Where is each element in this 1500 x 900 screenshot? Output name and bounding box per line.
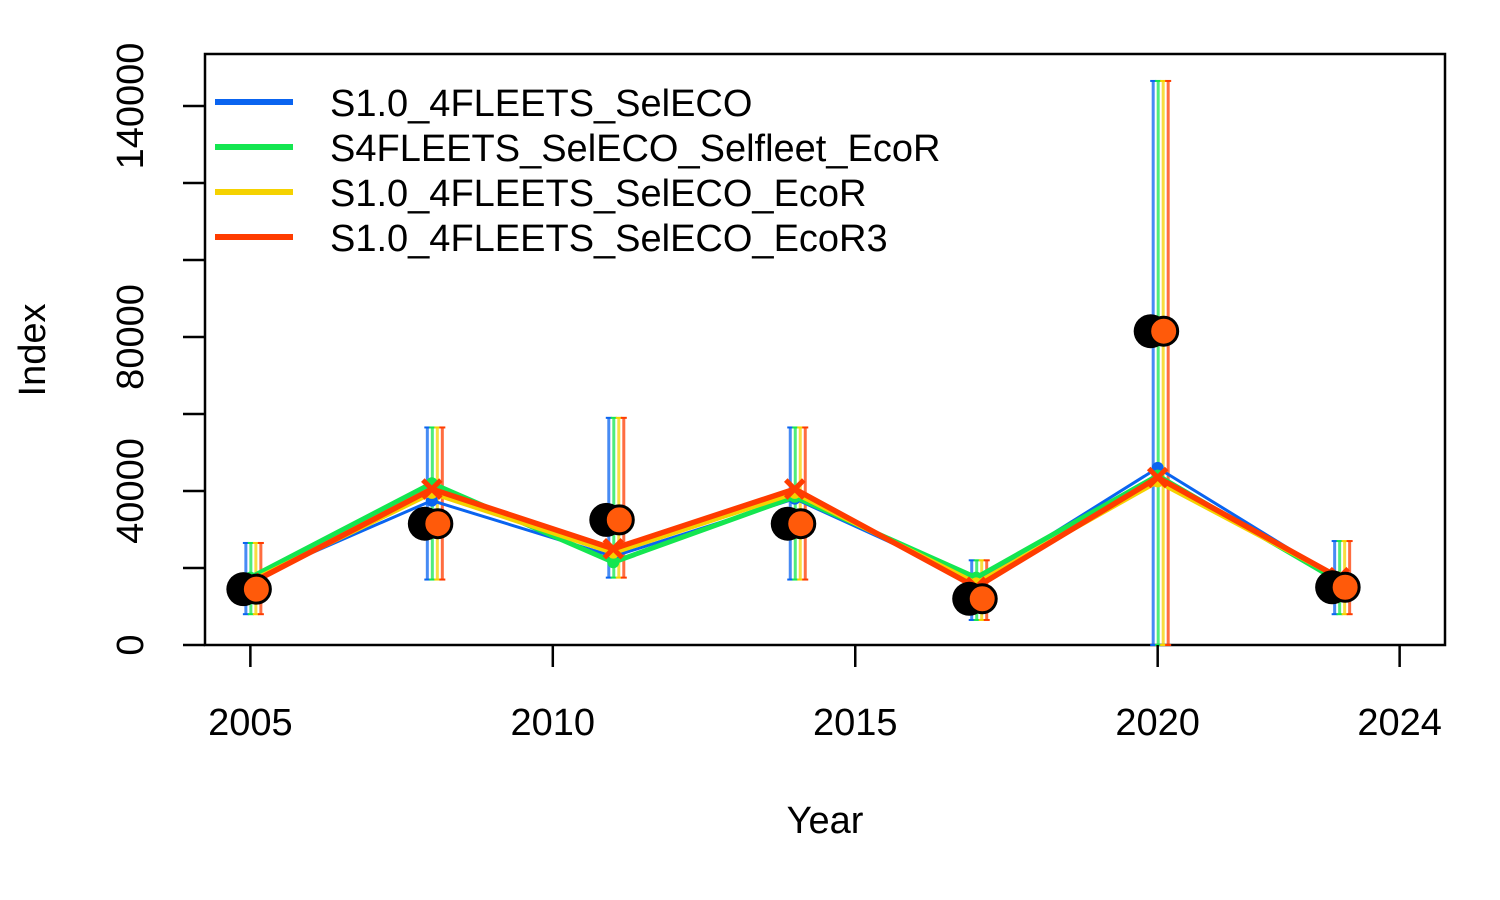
- y-tick-label: 0: [110, 634, 152, 655]
- legend-label: S1.0_4FLEETS_SelECO_EcoR3: [330, 218, 888, 260]
- y-axis: 0 40000 80000 140000: [110, 43, 205, 656]
- observed-point-overlay: [422, 508, 454, 540]
- observed-point-overlay: [1329, 571, 1361, 603]
- x-tick-label: 2020: [1115, 702, 1200, 744]
- observed-points: [226, 314, 1361, 616]
- y-axis-label: Index: [12, 304, 54, 397]
- x-axis-label: Year: [787, 800, 864, 842]
- x-tick-label: 2024: [1357, 702, 1442, 744]
- legend: S1.0_4FLEETS_SelECOS4FLEETS_SelECO_Selfl…: [215, 83, 940, 260]
- legend-label: S1.0_4FLEETS_SelECO: [330, 83, 752, 125]
- y-tick-label: 140000: [110, 43, 152, 170]
- series-marker: [607, 556, 620, 569]
- observed-point-overlay: [1148, 315, 1180, 347]
- series-marker: [602, 537, 625, 560]
- observed-point-overlay: [603, 504, 635, 536]
- observed-point-overlay: [785, 508, 817, 540]
- y-tick-label: 40000: [110, 438, 152, 544]
- observed-point-overlay: [240, 573, 272, 605]
- legend-label: S1.0_4FLEETS_SelECO_EcoR: [330, 173, 867, 215]
- legend-label: S4FLEETS_SelECO_Selfleet_EcoR: [330, 128, 940, 170]
- x-tick-label: 2010: [511, 702, 596, 744]
- series-marker: [783, 478, 806, 500]
- y-tick-label: 80000: [110, 284, 152, 390]
- x-axis: 2005 2010 2015 2020 2024: [208, 645, 1442, 744]
- series-marker: [1146, 466, 1169, 489]
- observed-point-overlay: [966, 583, 998, 615]
- series-marker: [421, 478, 443, 500]
- x-tick-label: 2015: [813, 702, 898, 744]
- plot-frame: [203, 52, 1447, 647]
- x-tick-label: 2005: [208, 702, 293, 744]
